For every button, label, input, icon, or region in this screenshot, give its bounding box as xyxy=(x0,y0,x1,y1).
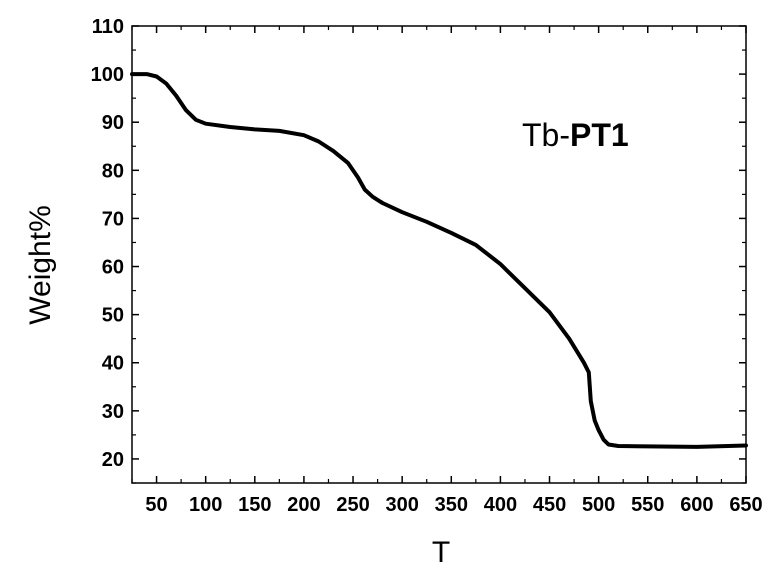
series-point xyxy=(400,210,404,214)
axis-ticks xyxy=(131,25,747,484)
series-point xyxy=(567,337,571,341)
y-tick-label: 80 xyxy=(102,160,124,182)
series-point xyxy=(593,418,597,422)
series-point xyxy=(363,188,367,192)
x-tick-label: 450 xyxy=(533,494,566,516)
series-point xyxy=(606,443,610,447)
series-point xyxy=(589,399,593,403)
x-tick-label: 250 xyxy=(336,494,369,516)
series-point xyxy=(587,370,591,374)
y-tick-label: 50 xyxy=(102,305,124,327)
y-axis-title: Weight% xyxy=(24,205,57,325)
annotation-bold: PT1 xyxy=(570,117,629,153)
y-tick-label: 20 xyxy=(102,449,124,471)
series-point xyxy=(498,262,502,266)
series-point xyxy=(646,444,650,448)
series-point xyxy=(616,444,620,448)
series-point xyxy=(194,118,198,122)
x-tick-label: 600 xyxy=(680,494,713,516)
x-tick-label: 650 xyxy=(729,494,762,516)
series-layer xyxy=(130,72,748,449)
y-tick-label: 110 xyxy=(92,16,124,38)
y-tick-label: 60 xyxy=(102,257,124,279)
x-tick-label: 50 xyxy=(145,494,167,516)
series-point xyxy=(184,108,188,112)
series-point xyxy=(523,286,527,290)
series-point xyxy=(164,82,168,86)
series-point xyxy=(130,72,134,76)
annotation-prefix: Tb- xyxy=(522,117,570,153)
y-tick-labels: 20 30 40 50 60 70 80 90 100 110 xyxy=(91,16,124,471)
x-tick-label: 200 xyxy=(287,494,320,516)
series-point xyxy=(371,195,375,199)
series-point xyxy=(174,94,178,98)
x-axis-title: T xyxy=(432,536,450,569)
plot-border xyxy=(131,25,747,484)
y-tick-label: 90 xyxy=(102,112,124,134)
y-tick-label: 100 xyxy=(91,64,124,86)
series-point xyxy=(155,75,159,79)
series-point xyxy=(381,201,385,205)
y-tick-label: 70 xyxy=(102,208,124,230)
x-tick-label: 150 xyxy=(238,494,271,516)
series-point xyxy=(744,443,748,447)
x-tick-label: 400 xyxy=(484,494,517,516)
series-point xyxy=(331,149,335,153)
x-tick-labels: 50 100 150 200 250 300 350 400 450 500 550 600 650 xyxy=(145,494,762,516)
series-point xyxy=(356,176,360,180)
series-point xyxy=(204,122,208,126)
chart-annotation: Tb-PT1 xyxy=(522,117,629,153)
y-tick-label: 30 xyxy=(102,401,124,423)
y-tick-label: 40 xyxy=(102,353,124,375)
series-line xyxy=(130,72,748,449)
x-tick-label: 300 xyxy=(385,494,418,516)
series-point xyxy=(597,428,601,432)
series-point xyxy=(695,445,699,449)
series-point xyxy=(602,438,606,442)
series-point xyxy=(548,310,552,314)
series-point xyxy=(346,161,350,165)
x-tick-label: 350 xyxy=(435,494,468,516)
series-point xyxy=(425,220,429,224)
series-point xyxy=(317,139,321,143)
plot-frame xyxy=(131,25,747,484)
series-point xyxy=(145,72,149,76)
series-point xyxy=(582,361,586,365)
series-point xyxy=(449,231,453,235)
series-point xyxy=(474,243,478,247)
x-tick-label: 100 xyxy=(189,494,222,516)
x-tick-label: 500 xyxy=(582,494,615,516)
series-point xyxy=(228,125,232,129)
x-tick-label: 550 xyxy=(631,494,664,516)
series-point xyxy=(277,129,281,133)
series-point xyxy=(302,133,306,137)
series-point xyxy=(253,127,257,131)
